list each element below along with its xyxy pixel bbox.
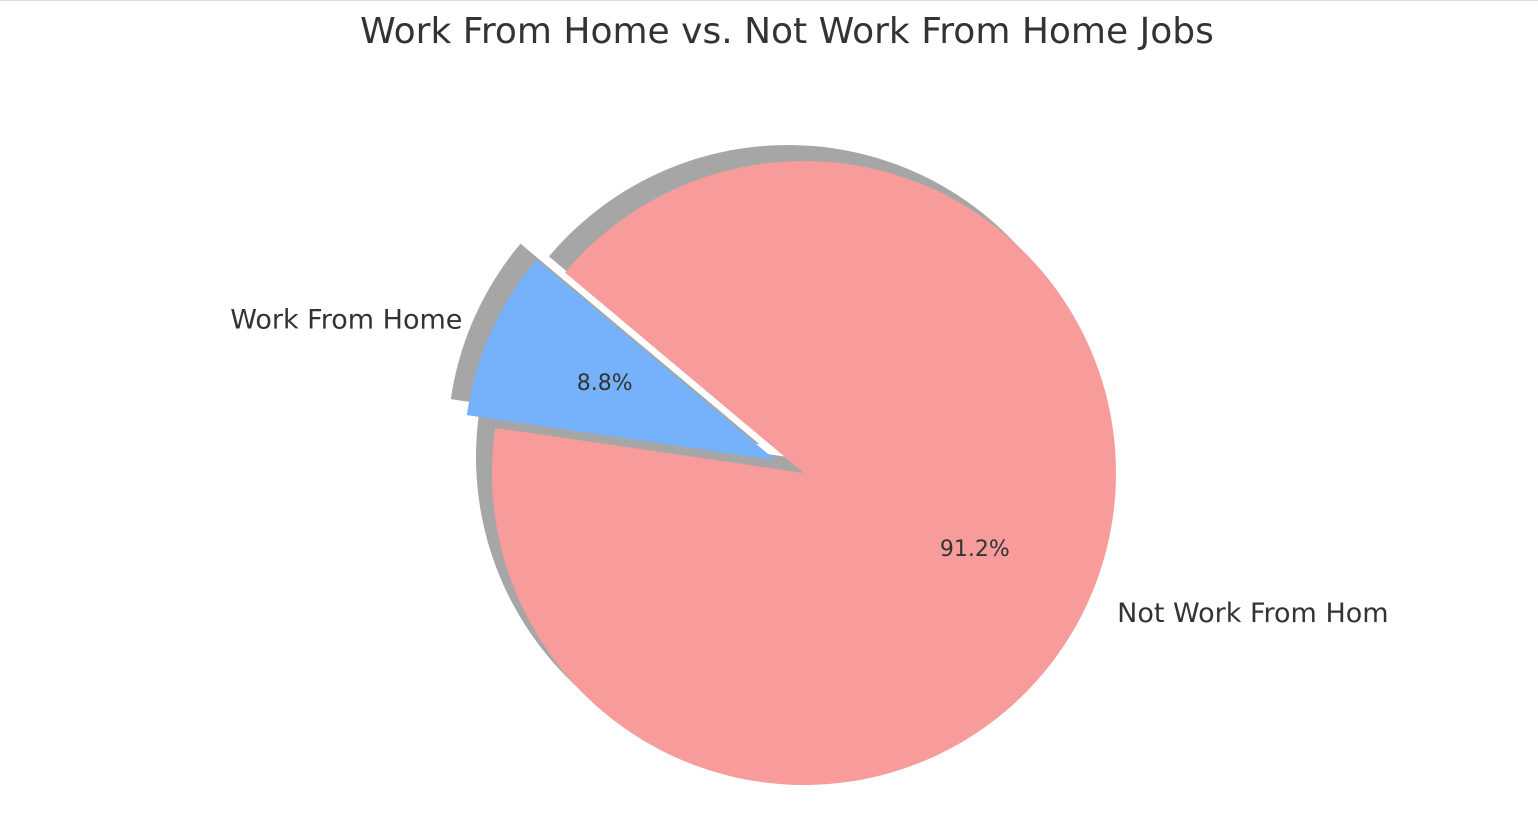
pie-label-layer: Work From Home 8.8% Not Work From Hom 91.2% — [230, 304, 1388, 629]
chart-title: Work From Home vs. Not Work From Home Jo… — [360, 11, 1214, 52]
pie-pct-label-not-work-from-hom: 91.2% — [940, 537, 1010, 562]
pie-slice-not-work-from-hom — [492, 160, 1117, 785]
pie-label-not-work-from-hom: Not Work From Hom — [1117, 598, 1388, 629]
pie-slice-layer — [466, 160, 1117, 785]
pie-pct-label-work-from-home: 8.8% — [577, 371, 633, 396]
pie-slice-work-from-home — [466, 259, 776, 461]
pie-label-work-from-home: Work From Home — [230, 304, 462, 335]
